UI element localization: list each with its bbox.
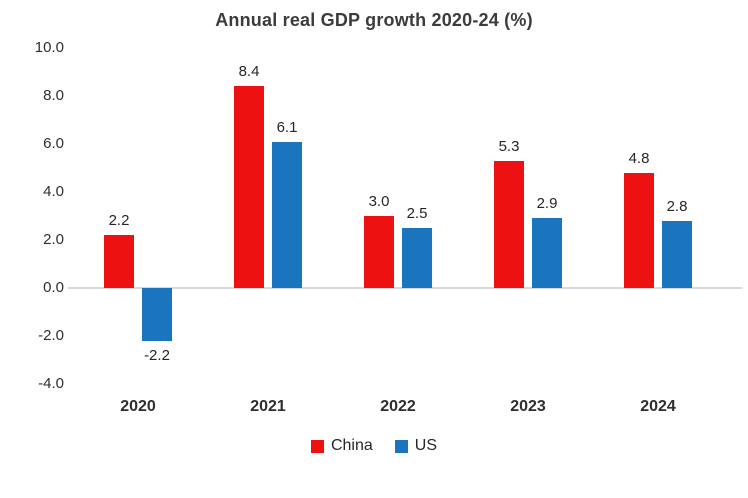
- china-legend-label: China: [330, 437, 373, 454]
- bar-value-label: 6.1: [276, 118, 298, 136]
- bar-value-label: 2.9: [536, 195, 558, 213]
- y-axis-tick-label: 0.0: [43, 279, 64, 296]
- bar-us-2022: [402, 228, 432, 288]
- bar-value-label: 5.3: [498, 137, 520, 155]
- bar-value-label: 3.0: [368, 193, 390, 210]
- bar-us-2020: [142, 288, 172, 341]
- y-axis-tick-label: 10.0: [34, 39, 64, 56]
- y-axis-tick-label: -2.0: [38, 327, 64, 344]
- y-axis-tick-label: 8.0: [43, 87, 64, 104]
- bar-value-label: 2.5: [406, 205, 428, 222]
- y-axis-tick-label: 2.0: [43, 231, 64, 248]
- legend: China US: [0, 437, 748, 455]
- plot-area: 10.0 8.0 6.0 4.0 2.0 0.0 -2.0 -4.0 2.2 -2.2 2020 8.…: [34, 39, 742, 415]
- bar-china-2023: [494, 160, 524, 288]
- bar-value-label: 2.2: [108, 212, 130, 230]
- bar-value-label: 2.8: [666, 197, 688, 215]
- us-legend-label: US: [414, 437, 438, 454]
- x-axis-category-label: 2020: [120, 398, 156, 415]
- x-axis-category-label: 2021: [250, 398, 286, 415]
- y-axis-tick-label: 6.0: [43, 135, 64, 152]
- bar-value-label: 4.8: [628, 149, 650, 167]
- x-axis-category-label: 2023: [510, 398, 546, 415]
- chart-title: Annual real GDP growth 2020-24 (%): [215, 10, 533, 30]
- china-legend-swatch: [310, 439, 324, 453]
- bar-china-2024: [624, 172, 654, 288]
- us-legend-swatch: [394, 439, 408, 453]
- x-axis-category-label: 2024: [640, 398, 676, 415]
- bar-value-label: -2.2: [144, 346, 170, 364]
- bar-china-2020: [104, 235, 134, 288]
- bar-us-2021: [272, 141, 302, 288]
- bar-china-2022: [364, 216, 394, 288]
- bar-value-label: 8.4: [238, 63, 260, 81]
- bar-us-2024: [662, 220, 692, 288]
- legend-item-china: China: [310, 437, 373, 455]
- y-axis-tick-label: 4.0: [43, 183, 64, 200]
- bar-us-2023: [532, 218, 562, 288]
- bar-china-2021: [234, 86, 264, 288]
- legend-item-us: US: [394, 437, 438, 455]
- zero-axis-line: [68, 287, 742, 289]
- x-axis-category-label: 2022: [380, 398, 416, 415]
- y-axis-tick-label: -4.0: [38, 375, 64, 392]
